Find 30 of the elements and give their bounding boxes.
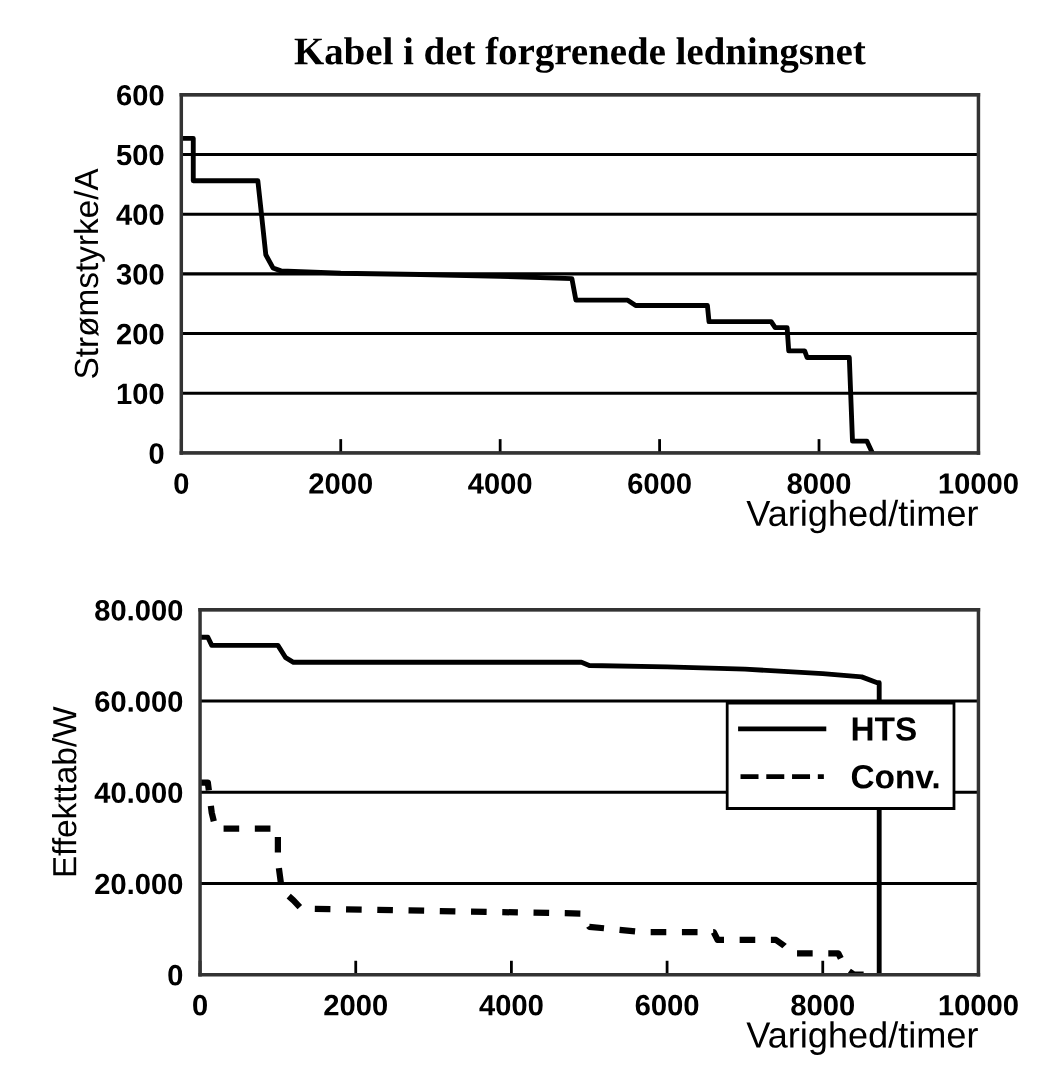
x-axis-title: Varighed/timer	[746, 1021, 978, 1055]
x-tick-label: 4000	[468, 473, 532, 494]
y-axis-title: Strømstyrke/A	[73, 168, 105, 378]
x-axis-title: Varighed/timer	[746, 499, 978, 534]
y-tick-label: 0	[149, 443, 164, 464]
y-tick-label: 200	[116, 323, 164, 345]
y-tick-label: 300	[116, 264, 164, 285]
x-tick-label: 6000	[628, 473, 691, 494]
x-tick-label: 10000	[939, 994, 1018, 1016]
legend-label: Conv.	[851, 764, 939, 789]
y-tick-label: 600	[117, 84, 164, 106]
x-tick-label: 2000	[309, 473, 372, 494]
y-tick-label: 100	[117, 383, 164, 405]
y-tick-label: 40.000	[94, 782, 183, 804]
y-tick-label: 20.000	[95, 873, 183, 895]
x-tick-label: 4000	[479, 994, 543, 1016]
legend-label: HTS	[852, 717, 916, 741]
chart-title: Kabel i det forgrenede ledningsnet	[294, 36, 866, 73]
y-tick-label: 60.000	[95, 691, 183, 712]
y-tick-label: 500	[116, 144, 164, 166]
y-tick-label: 0	[168, 964, 183, 986]
x-tick-label: 6000	[635, 994, 699, 1016]
x-tick-label: 0	[193, 994, 207, 1016]
y-tick-label: 80.000	[95, 600, 183, 621]
x-tick-label: 10000	[939, 473, 1018, 494]
x-tick-label: 8000	[787, 473, 851, 494]
x-tick-label: 8000	[791, 994, 855, 1016]
y-tick-label: 400	[116, 204, 164, 226]
x-tick-label: 2000	[324, 994, 387, 1016]
y-axis-title: Effekttab/W	[52, 706, 77, 876]
